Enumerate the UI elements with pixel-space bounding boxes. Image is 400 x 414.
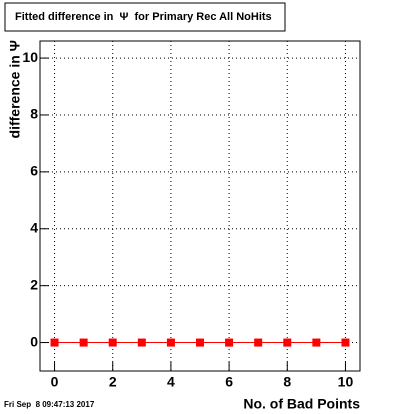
data-point <box>283 338 292 347</box>
data-point <box>108 338 117 347</box>
footer: Fri Sep 8 09:47:13 2017 <box>4 400 95 409</box>
data-point <box>166 338 175 347</box>
x-tick-label: 8 <box>283 374 291 390</box>
y-tick-label: 2 <box>30 276 38 292</box>
y-tick-label: 4 <box>30 219 38 235</box>
y-tick-label: 10 <box>22 49 38 65</box>
data-point <box>254 338 263 347</box>
x-tick-label: 10 <box>338 374 354 390</box>
x-tick-label: 0 <box>51 374 59 390</box>
chart-title: Fitted difference in Ψ for Primary Rec A… <box>15 11 272 23</box>
data-point <box>196 338 204 347</box>
y-tick-label: 6 <box>30 163 38 179</box>
x-tick-label: 4 <box>167 374 175 390</box>
data-point <box>225 338 234 347</box>
data-point <box>50 338 59 347</box>
data-point <box>312 338 321 347</box>
x-tick-label: 6 <box>225 374 233 390</box>
data-point <box>79 338 88 347</box>
title-box <box>4 2 286 32</box>
data-point <box>341 338 350 347</box>
y-tick-label: 0 <box>30 333 38 349</box>
x-axis-label: No. of Bad Points <box>243 396 360 412</box>
x-tick-label: 2 <box>109 374 117 390</box>
plot-frame <box>39 40 361 372</box>
y-axis-label: difference in Ψ <box>7 40 23 138</box>
y-tick-label: 8 <box>30 106 38 122</box>
data-point <box>137 338 146 347</box>
